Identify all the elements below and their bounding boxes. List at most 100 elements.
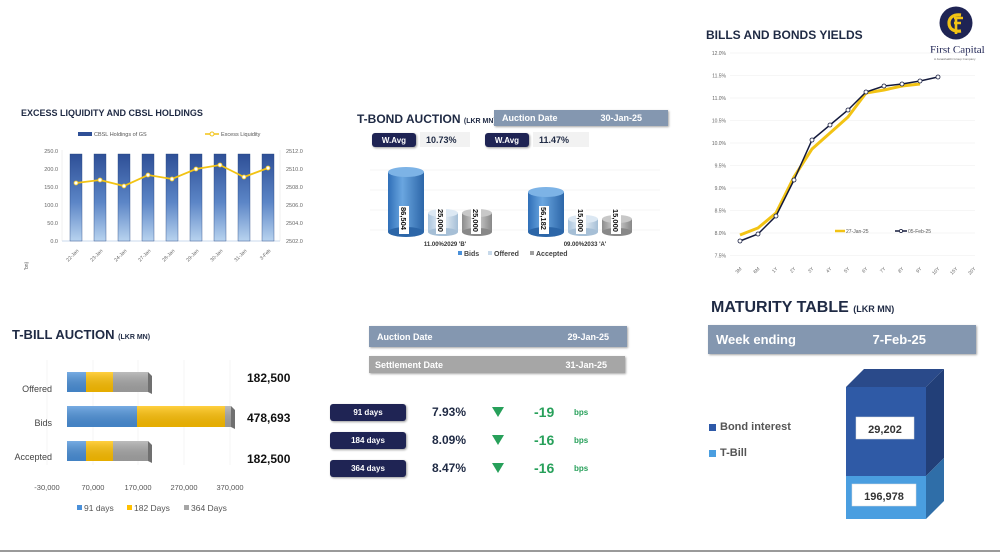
svg-text:Offered: Offered [22, 384, 52, 394]
svg-text:200.0: 200.0 [44, 167, 58, 173]
svg-text:22-Jan: 22-Jan [65, 248, 80, 263]
svg-text:28-Jan: 28-Jan [161, 248, 176, 263]
svg-text:2510.0: 2510.0 [286, 167, 303, 173]
svg-text:2512.0: 2512.0 [286, 149, 303, 155]
svg-text:56,182: 56,182 [539, 207, 548, 230]
svg-text:29-Jan: 29-Jan [185, 248, 200, 263]
svg-text:7.5%: 7.5% [715, 254, 727, 260]
svg-text:2504.0: 2504.0 [286, 221, 303, 227]
rate-value: 8.09% [432, 433, 467, 447]
legend-line-swatch-icon [209, 131, 215, 137]
svg-text:270,000: 270,000 [170, 483, 197, 492]
svg-text:23-Jan: 23-Jan [89, 248, 104, 263]
tbill-rates-table: 91 days 7.93% -19 bps 184 days 8.09% -16… [330, 403, 610, 477]
svg-text:5Y: 5Y [843, 266, 852, 275]
tbond-wavg-badge-2: W.Avg [485, 133, 529, 147]
bottom-divider [0, 550, 1000, 552]
svg-text:6Y: 6Y [861, 266, 870, 275]
svg-text:11.0%: 11.0% [712, 96, 726, 102]
svg-text:15Y: 15Y [949, 266, 960, 277]
svg-text:11.00%2029 'B': 11.00%2029 'B' [424, 242, 467, 248]
svg-text:1Y: 1Y [771, 266, 780, 275]
svg-text:27-Jan: 27-Jan [137, 248, 152, 263]
svg-text:15,000: 15,000 [576, 209, 585, 232]
svg-text:Accepted: Accepted [536, 251, 568, 258]
tbond-wavg-badge-1: W.Avg [372, 133, 416, 147]
svg-text:24-Jan: 24-Jan [113, 248, 128, 263]
legend-27jan: 27-Jan-25 [846, 229, 869, 235]
excess-liquidity-chart: CBSL Holdings of GS Excess Liquidity Exc… [24, 131, 303, 270]
tbond-auction-date-bar: Auction Date 30-Jan-25 [494, 110, 668, 126]
rate-change: -19 [534, 404, 555, 420]
tbond-chart: 86,504 25,000 25,000 56,182 15,000 15,00… [370, 167, 660, 258]
svg-text:2502.0: 2502.0 [286, 239, 303, 245]
rate-change: -16 [534, 432, 555, 448]
tbill-accepted-total: 182,500 [247, 452, 291, 466]
rate-value: 7.93% [432, 405, 467, 419]
svg-text:370,000: 370,000 [216, 483, 243, 492]
svg-text:9Y: 9Y [915, 266, 924, 275]
excess-liquidity-title: EXCESS LIQUIDITY AND CBSL HOLDINGS [21, 108, 203, 118]
down-triangle-icon [492, 435, 504, 445]
svg-text:0.0: 0.0 [50, 239, 58, 245]
svg-text:6M: 6M [752, 266, 761, 275]
week-ending-bar: Week ending 7-Feb-25 [708, 325, 976, 354]
svg-text:10Y: 10Y [931, 266, 942, 277]
svg-text:30-Jan: 30-Jan [209, 248, 224, 263]
svg-text:70,000: 70,000 [82, 483, 105, 492]
svg-text:50.0: 50.0 [47, 221, 58, 227]
maturity-stacked-chart: 29,202 196,978 [846, 369, 944, 519]
svg-text:9.5%: 9.5% [715, 164, 727, 170]
svg-text:31-Jan: 31-Jan [233, 248, 248, 263]
svg-text:Offered: Offered [494, 251, 519, 258]
down-triangle-icon [492, 463, 504, 473]
rate-change: -16 [534, 460, 555, 476]
bond-interest-swatch-icon [709, 423, 716, 431]
down-triangle-icon [492, 407, 504, 417]
svg-text:2Y: 2Y [789, 266, 798, 275]
svg-text:7Y: 7Y [879, 266, 888, 275]
tbill-settlement-date-bar: Settlement Date 31-Jan-25 [369, 356, 625, 373]
yield-curve-chart: 12.0% 11.5% 11.0% 10.5% 10.0% 9.5% 9.0% … [712, 51, 978, 277]
first-capital-logo-icon [939, 6, 973, 40]
tbond-wavg-value-1: 10.73% [420, 132, 470, 147]
svg-text:3Y: 3Y [807, 266, 816, 275]
tbill-auction-date-bar: Auction Date 29-Jan-25 [369, 326, 627, 347]
rate-unit: bps [574, 407, 589, 417]
svg-text:25,000: 25,000 [436, 209, 445, 232]
legend-05feb: 05-Feb-25 [908, 229, 931, 235]
bond-interest-value: 29,202 [868, 424, 902, 436]
svg-text:2508.0: 2508.0 [286, 185, 303, 191]
legend-cbsl: CBSL Holdings of GS [94, 132, 147, 138]
svg-text:170,000: 170,000 [124, 483, 151, 492]
tbill-offered-total: 182,500 [247, 371, 291, 385]
rate-row-364: 364 days 8.47% -16 bps [330, 459, 610, 477]
left-axis-label: Excess Liquidity (LKR 'bn) [24, 261, 30, 270]
svg-text:4Y: 4Y [825, 266, 834, 275]
svg-text:12.0%: 12.0% [712, 51, 727, 57]
rate-unit: bps [574, 463, 589, 473]
svg-text:25,000: 25,000 [471, 209, 480, 232]
legend-excess: Excess Liquidity [221, 132, 261, 138]
rate-row-184: 184 days 8.09% -16 bps [330, 431, 610, 449]
svg-text:Bids: Bids [34, 418, 52, 428]
tbill-chart: Offered Bids Accepted 182,500 478,693 18… [14, 360, 291, 513]
svg-text:3-Feb: 3-Feb [259, 248, 273, 262]
svg-text:Bids: Bids [464, 251, 479, 258]
tenor-badge: 91 days [330, 403, 406, 421]
svg-text:2506.0: 2506.0 [286, 203, 303, 209]
svg-text:86,504: 86,504 [399, 207, 408, 231]
tbill-title: T-BILL AUCTION (LKR MN) [12, 327, 151, 342]
svg-text:150.0: 150.0 [44, 185, 58, 191]
svg-text:182 Days: 182 Days [134, 503, 170, 513]
svg-text:10.5%: 10.5% [712, 119, 727, 125]
rate-row-91: 91 days 7.93% -19 bps [330, 403, 610, 421]
svg-text:364 Days: 364 Days [191, 503, 227, 513]
svg-text:Accepted: Accepted [14, 452, 52, 462]
legend-tbill: T-Bill [709, 447, 747, 459]
svg-text:09.00%2033 'A': 09.00%2033 'A' [564, 242, 607, 248]
svg-text:91 days: 91 days [84, 503, 114, 513]
tenor-badge: 364 days [330, 459, 406, 477]
tbond-title: T-BOND AUCTION (LKR MN) [357, 112, 496, 126]
rate-value: 8.47% [432, 461, 467, 475]
